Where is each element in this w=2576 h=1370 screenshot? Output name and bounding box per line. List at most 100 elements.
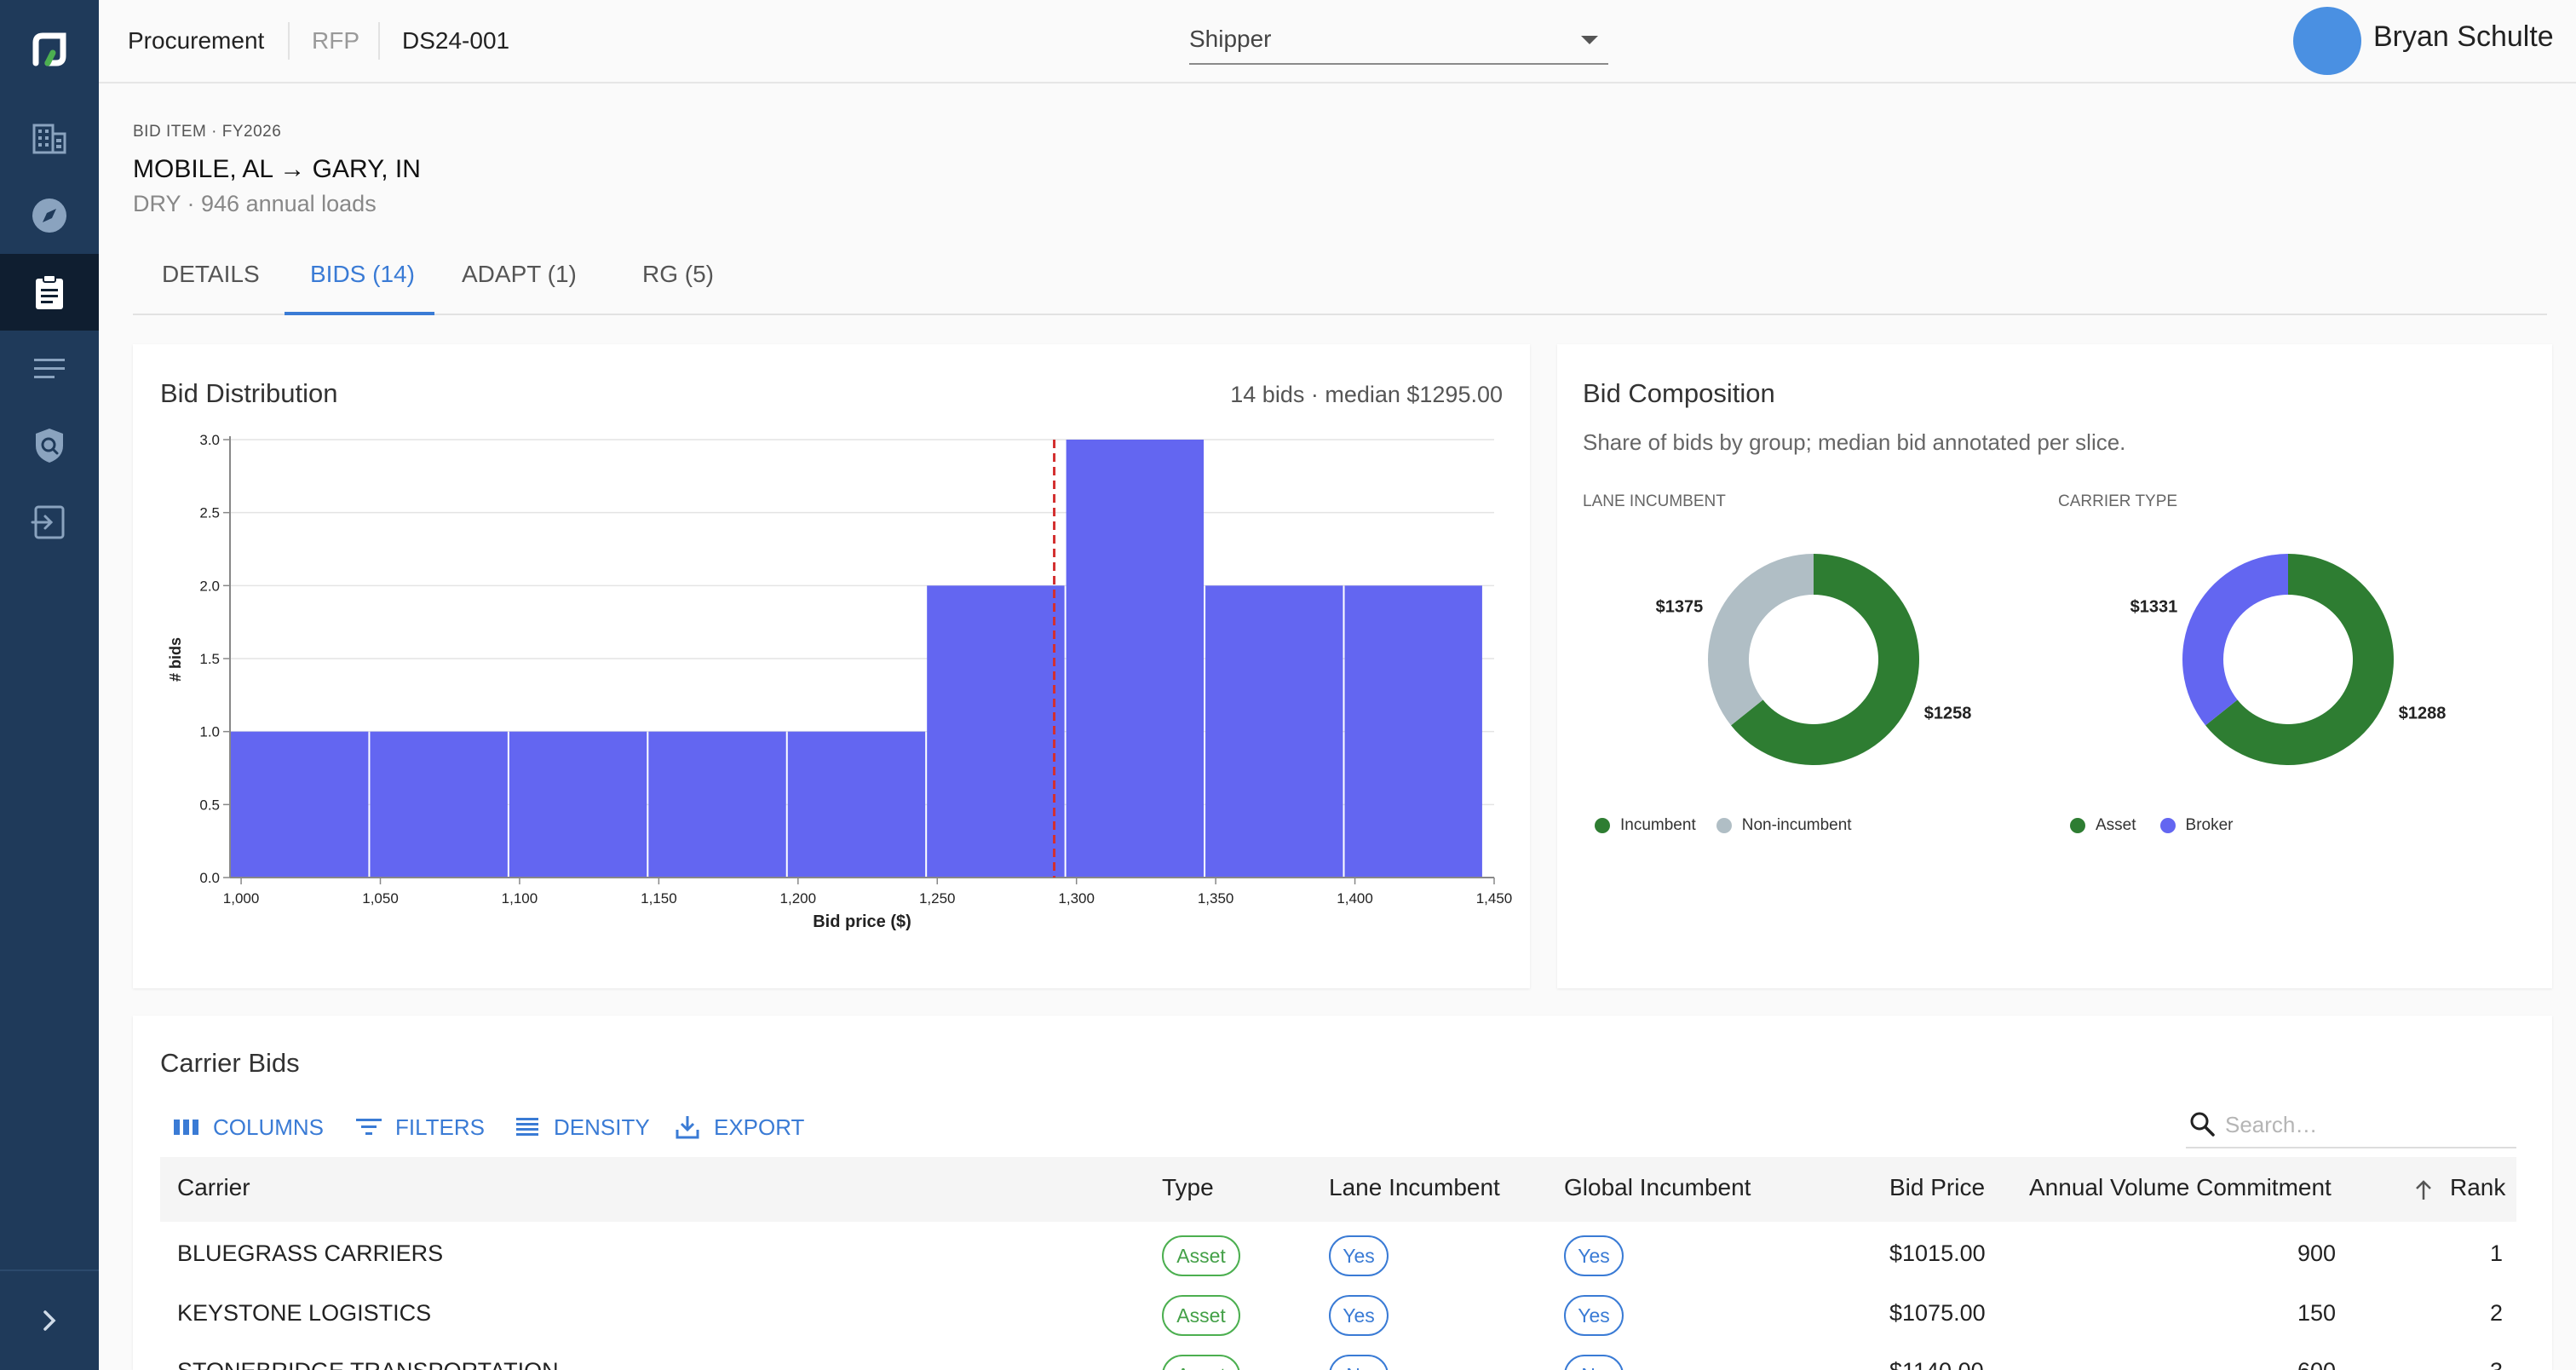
legend-asset: Asset <box>2096 816 2136 834</box>
donut-lane-incumbent-label: LANE INCUMBENT <box>1583 492 1726 510</box>
shield-search-icon <box>36 429 63 463</box>
y-tick-label: 2.5 <box>199 505 220 521</box>
slice-median-label: $1258 <box>1924 704 1972 722</box>
legend-non-incumbent: Non-incumbent <box>1741 816 1852 834</box>
sidebar-divider <box>0 1269 99 1271</box>
density-button[interactable]: DENSITY <box>513 1113 650 1142</box>
clipboard-icon <box>36 274 63 309</box>
x-tick-label: 1,250 <box>919 890 956 907</box>
bid-distribution-summary: 14 bids · median $1295.00 <box>1230 382 1503 407</box>
cell-rank: 2 <box>2489 1300 2503 1326</box>
column-header-type[interactable]: Type <box>1162 1174 1214 1200</box>
bid-distribution-card: Bid Distribution 14 bids · median $1295.… <box>133 344 1530 988</box>
compass-icon <box>32 199 66 233</box>
top-bar: Procurement RFP DS24-001 Shipper Bryan S… <box>99 0 2576 83</box>
chevron-right-icon <box>43 1310 56 1331</box>
cell-carrier: KEYSTONE LOGISTICS <box>177 1300 432 1326</box>
search-input[interactable] <box>2225 1108 2506 1142</box>
sidebar-item-procurement[interactable] <box>0 254 99 331</box>
global-incumbent-chip: Yes <box>1564 1295 1624 1336</box>
x-tick-label: 1,000 <box>223 890 260 907</box>
histogram-bar <box>370 731 508 878</box>
sidebar-item-list[interactable] <box>0 331 99 407</box>
export-button[interactable]: EXPORT <box>673 1113 804 1142</box>
sidebar-item-buildings[interactable] <box>0 101 99 177</box>
sidebar-item-exit[interactable] <box>0 484 99 561</box>
cell-rank: 3 <box>2490 1358 2503 1370</box>
x-tick-label: 1,150 <box>641 890 677 907</box>
composition-donuts: $1258 $1375 $1288 $1331 <box>1656 554 2447 765</box>
user-name[interactable]: Bryan Schulte <box>2373 20 2554 53</box>
lane-incumbent-chip: Yes <box>1329 1295 1389 1336</box>
cell-volume: 150 <box>2297 1300 2336 1326</box>
donut2-legend: Asset Broker <box>2070 816 2234 835</box>
app-logo[interactable] <box>0 0 99 99</box>
filter-icon <box>356 1119 382 1135</box>
breadcrumb-procurement[interactable]: Procurement <box>128 27 265 54</box>
avatar[interactable] <box>2293 7 2361 75</box>
column-header-rank[interactable]: Rank <box>2450 1174 2506 1200</box>
histogram-bar <box>1344 585 1482 878</box>
columns-button-label: COLUMNS <box>213 1114 325 1140</box>
slice-median-label: $1288 <box>2399 704 2447 722</box>
logo-icon <box>32 32 66 66</box>
tab-bids[interactable]: BIDS (14) <box>310 261 415 287</box>
type-chip: Asset <box>1162 1235 1240 1276</box>
histogram-bar <box>648 731 786 878</box>
donut-slice <box>2182 554 2288 726</box>
search-icon <box>2190 1112 2215 1137</box>
column-header-bid-price[interactable]: Bid Price <box>1889 1174 1986 1200</box>
histogram-bar <box>1205 585 1343 878</box>
y-tick-label: 1.0 <box>199 724 220 740</box>
filters-button[interactable]: FILTERS <box>354 1113 485 1142</box>
y-tick-label: 0.0 <box>199 870 220 886</box>
breadcrumb-rfp-id: DS24-001 <box>402 27 510 54</box>
legend-broker: Broker <box>2185 816 2234 834</box>
cell-carrier: BLUEGRASS CARRIERS <box>177 1240 444 1266</box>
breadcrumb-separator <box>288 22 290 60</box>
tab-adapt[interactable]: ADAPT (1) <box>462 261 577 287</box>
x-tick-label: 1,100 <box>502 890 538 907</box>
column-header-lane-incumbent[interactable]: Lane Incumbent <box>1329 1174 1500 1200</box>
building-icon <box>32 124 66 154</box>
table-search <box>2186 1101 2516 1148</box>
histogram-bar <box>787 731 926 878</box>
cell-volume: 600 <box>2297 1358 2336 1370</box>
cell-bid-price: $1015.00 <box>1889 1240 1986 1266</box>
table-header: Carrier Type Lane Incumbent Global Incum… <box>160 1157 2516 1222</box>
arrow-up-icon[interactable] <box>2411 1177 2436 1203</box>
tab-details[interactable]: DETAILS <box>162 261 260 287</box>
y-tick-label: 3.0 <box>199 432 220 448</box>
breadcrumb-separator <box>378 22 380 60</box>
caret-down-icon <box>1581 36 1598 44</box>
legend-swatch <box>2159 818 2176 833</box>
donut-slice <box>1731 554 1919 765</box>
y-axis-label: # bids <box>167 637 184 682</box>
type-chip: Asset <box>1162 1355 1240 1370</box>
cell-bid-price: $1140.00 <box>1889 1358 1984 1370</box>
columns-button[interactable]: COLUMNS <box>172 1113 324 1142</box>
tab-rg[interactable]: RG (5) <box>642 261 714 287</box>
bid-histogram: # bids Bid price ($) 0.0 0.5 1.0 1.5 2.0 2.5 3… <box>167 432 1512 931</box>
x-tick-label: 1,050 <box>362 890 399 907</box>
breadcrumb-rfp[interactable]: RFP <box>312 27 359 54</box>
global-incumbent-chip: Yes <box>1564 1235 1624 1276</box>
column-header-annual-volume[interactable]: Annual Volume Commitment <box>2029 1174 2332 1200</box>
shipper-select[interactable]: Shipper <box>1189 20 1608 65</box>
slice-median-label: $1331 <box>2130 598 2178 617</box>
carrier-bids-title: Carrier Bids <box>160 1048 300 1078</box>
x-tick-label: 1,400 <box>1337 890 1373 907</box>
column-header-carrier[interactable]: Carrier <box>177 1174 250 1200</box>
type-chip: Asset <box>1162 1295 1240 1336</box>
sidebar-expand-button[interactable] <box>0 1278 99 1363</box>
filters-button-label: FILTERS <box>395 1114 485 1140</box>
x-tick-label: 1,350 <box>1198 890 1234 907</box>
x-tick-label: 1,200 <box>780 890 817 907</box>
sidebar-item-security[interactable] <box>0 407 99 484</box>
sidebar-item-explore[interactable] <box>0 177 99 254</box>
column-header-global-incumbent[interactable]: Global Incumbent <box>1564 1174 1751 1200</box>
y-tick-label: 0.5 <box>199 797 220 813</box>
donut-carrier-type-label: CARRIER TYPE <box>2058 492 2178 510</box>
x-tick-label: 1,300 <box>1058 890 1095 907</box>
cell-volume: 900 <box>2297 1240 2336 1266</box>
